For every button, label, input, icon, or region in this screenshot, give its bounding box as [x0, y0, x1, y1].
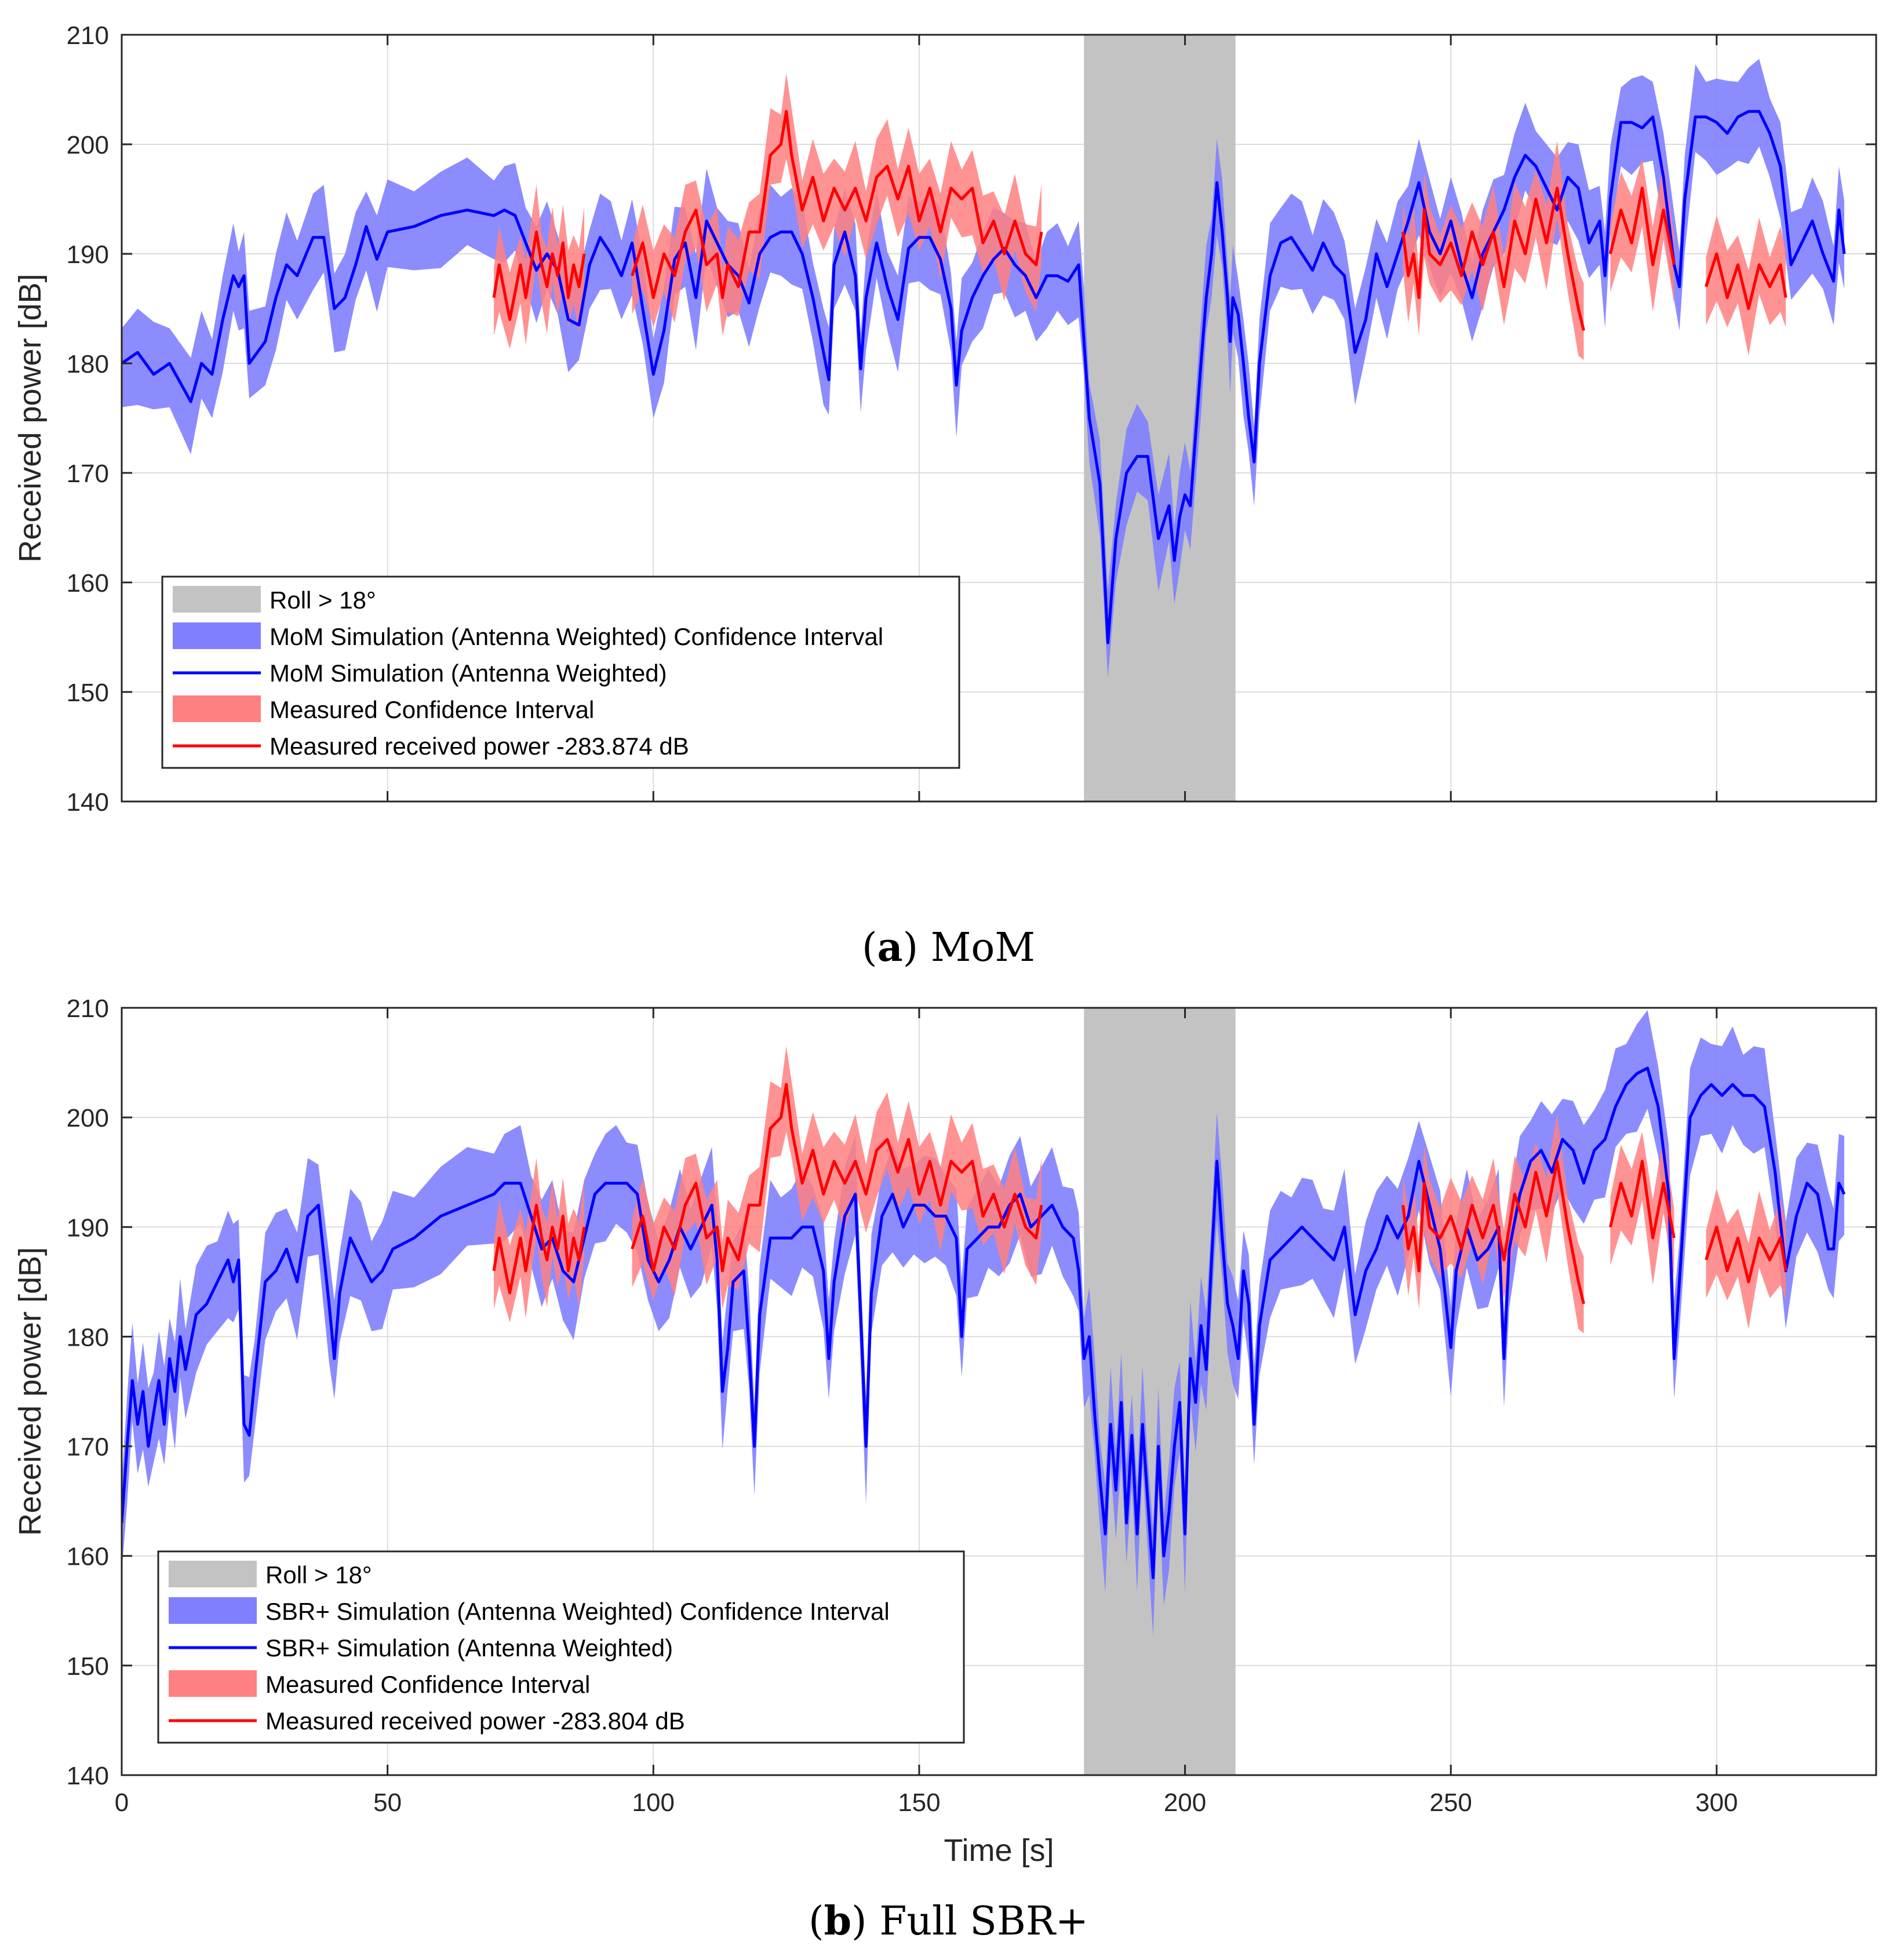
y-tick-label: 170 — [67, 1433, 109, 1462]
roll-region — [1084, 1008, 1236, 1775]
legend-label: SBR+ Simulation (Antenna Weighted) — [265, 1634, 673, 1662]
measured-line — [1705, 252, 1787, 310]
axes-box — [121, 34, 1877, 803]
measured-confidence-band — [632, 1046, 1042, 1310]
y-tick-label: 210 — [67, 994, 109, 1023]
measured-line — [492, 1204, 586, 1295]
y-tick-label: 180 — [67, 350, 109, 378]
legend-swatch-roll — [169, 1561, 257, 1587]
chart-panel-a: 0501001502002503001401501601701801902002… — [13, 21, 1877, 811]
measured-line — [1401, 187, 1585, 331]
x-tick-label: 200 — [1164, 1788, 1206, 1817]
x-tick-label: 150 — [898, 1788, 940, 1817]
roll-region — [1084, 35, 1236, 802]
x-tick-label: 100 — [632, 1788, 675, 1817]
measured-line — [631, 1083, 1043, 1273]
plot-area — [122, 35, 1846, 802]
legend-swatch-meas-band — [169, 1670, 257, 1697]
y-tick-label: 190 — [67, 241, 109, 269]
x-tick-label: 0 — [115, 1788, 129, 1817]
y-axis-label: Received power [dB] — [13, 1247, 48, 1536]
legend-swatch-sim-band — [169, 1597, 257, 1624]
axes-box — [121, 1007, 1877, 1776]
y-tick-label: 180 — [67, 1323, 109, 1351]
measured-confidence-band — [1403, 141, 1584, 360]
legend: Roll > 18° MoM Simulation (Antenna Weight… — [161, 575, 960, 769]
legend-label: Roll > 18° — [265, 1561, 372, 1589]
legend-swatch-sim-band — [173, 622, 261, 649]
sim-confidence-band — [122, 1010, 1844, 1636]
caption-a-letter: a — [877, 924, 903, 971]
x-tick-label: 300 — [1695, 1788, 1738, 1817]
legend-label: Measured Confidence Interval — [265, 1671, 590, 1698]
y-tick-label: 140 — [67, 1762, 109, 1790]
legend-label: Measured received power -283.874 dB — [270, 733, 689, 760]
measured-line — [1608, 1160, 1676, 1240]
plot-area — [122, 1008, 1846, 1775]
x-tick-label: 50 — [373, 1788, 402, 1817]
measured-line — [492, 230, 586, 321]
measured-confidence-band — [1706, 215, 1786, 356]
measured-line — [1705, 1225, 1787, 1284]
x-axis-label: Time [s] — [944, 1833, 1054, 1868]
measured-confidence-band — [1610, 158, 1674, 312]
legend-label: Measured received power -283.804 dB — [265, 1707, 685, 1735]
legend-label: Measured Confidence Interval — [270, 696, 594, 723]
y-tick-label: 160 — [67, 1543, 109, 1571]
measured-line — [631, 110, 1043, 300]
legend-swatch-roll — [173, 586, 261, 613]
y-axis-label: Received power [dB] — [13, 274, 48, 562]
x-tick-label: 250 — [1429, 1788, 1472, 1817]
y-tick-label: 170 — [67, 460, 109, 488]
measured-confidence-band — [1610, 1131, 1674, 1285]
legend-swatch-meas-band — [173, 695, 261, 722]
y-tick-label: 190 — [67, 1214, 109, 1242]
legend-label: MoM Simulation (Antenna Weighted) — [270, 660, 667, 687]
legend-label: SBR+ Simulation (Antenna Weighted) Confi… — [265, 1598, 890, 1625]
caption-b-text: Full SBR+ — [879, 1899, 1089, 1944]
caption-b: (b) Full SBR+ — [808, 1898, 1089, 1944]
caption-b-letter: b — [824, 1898, 852, 1944]
sim-line — [122, 1066, 1846, 1579]
caption-a-text: MoM — [930, 925, 1035, 971]
y-tick-label: 200 — [67, 131, 109, 159]
measured-line — [1401, 1160, 1585, 1305]
y-tick-label: 200 — [67, 1104, 109, 1132]
legend: Roll > 18° SBR+ Simulation (Antenna Weigh… — [157, 1550, 965, 1744]
y-tick-label: 150 — [67, 1652, 109, 1681]
legend-label: MoM Simulation (Antenna Weighted) Confid… — [270, 623, 883, 650]
measured-confidence-band — [1706, 1189, 1786, 1329]
legend-label: Roll > 18° — [270, 586, 376, 614]
caption-a: (a) MoM — [862, 924, 1035, 971]
sim-line — [122, 110, 1846, 644]
legend-box — [161, 575, 960, 769]
y-tick-label: 210 — [67, 21, 109, 50]
y-tick-label: 150 — [67, 679, 109, 707]
legend-box — [157, 1550, 965, 1744]
y-tick-label: 140 — [67, 788, 109, 811]
y-tick-label: 160 — [67, 569, 109, 598]
measured-confidence-band — [1403, 1114, 1584, 1334]
chart-panel-b: 0 50 100 150 200 250 300 140 150 160 170 180 190 200 2… — [13, 994, 1877, 1868]
measured-line — [1608, 187, 1676, 267]
